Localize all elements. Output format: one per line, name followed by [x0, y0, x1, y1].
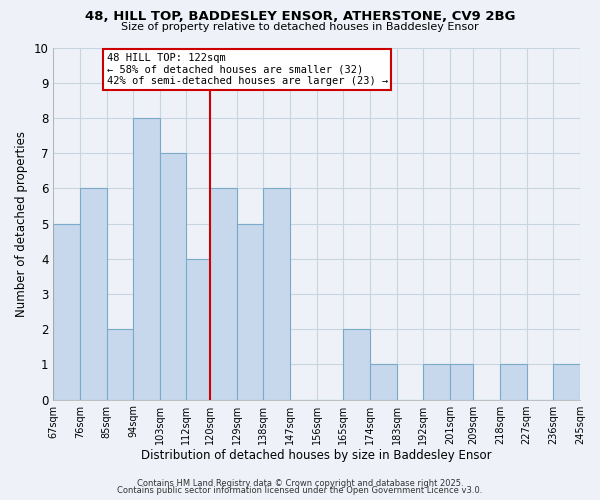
Bar — [450, 364, 473, 400]
Bar — [553, 364, 580, 400]
Bar — [423, 364, 450, 400]
Bar — [237, 224, 263, 400]
X-axis label: Distribution of detached houses by size in Baddesley Ensor: Distribution of detached houses by size … — [142, 450, 492, 462]
Text: Contains HM Land Registry data © Crown copyright and database right 2025.: Contains HM Land Registry data © Crown c… — [137, 478, 463, 488]
Bar — [500, 364, 527, 400]
Bar — [370, 364, 397, 400]
Text: 48, HILL TOP, BADDESLEY ENSOR, ATHERSTONE, CV9 2BG: 48, HILL TOP, BADDESLEY ENSOR, ATHERSTON… — [85, 10, 515, 23]
Text: 48 HILL TOP: 122sqm
← 58% of detached houses are smaller (32)
42% of semi-detach: 48 HILL TOP: 122sqm ← 58% of detached ho… — [107, 53, 388, 86]
Bar — [133, 118, 160, 400]
Bar — [80, 188, 107, 400]
Y-axis label: Number of detached properties: Number of detached properties — [15, 130, 28, 316]
Text: Size of property relative to detached houses in Baddesley Ensor: Size of property relative to detached ho… — [121, 22, 479, 32]
Bar — [53, 224, 80, 400]
Bar — [160, 153, 187, 400]
Bar — [210, 188, 237, 400]
Bar — [107, 329, 133, 400]
Bar — [343, 329, 370, 400]
Bar — [187, 259, 210, 400]
Text: Contains public sector information licensed under the Open Government Licence v3: Contains public sector information licen… — [118, 486, 482, 495]
Bar — [263, 188, 290, 400]
